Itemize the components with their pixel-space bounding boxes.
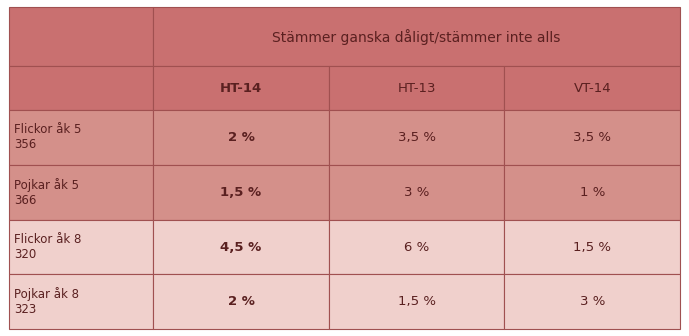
Bar: [9, 220, 153, 275]
Text: 1,5 %: 1,5 %: [220, 186, 262, 199]
Bar: [504, 110, 680, 165]
Bar: [9, 67, 153, 110]
Bar: [9, 7, 153, 67]
Text: 6 %: 6 %: [404, 241, 429, 254]
Text: 3 %: 3 %: [404, 186, 429, 199]
Bar: [9, 110, 153, 165]
Text: Pojkar åk 8
323: Pojkar åk 8 323: [14, 287, 79, 317]
Text: VT-14: VT-14: [573, 82, 611, 95]
Text: 3,5 %: 3,5 %: [398, 131, 435, 144]
Bar: [504, 67, 680, 110]
Text: HT-13: HT-13: [398, 82, 436, 95]
Bar: [9, 165, 153, 220]
Bar: [153, 7, 680, 67]
Bar: [329, 165, 504, 220]
Bar: [153, 165, 329, 220]
Text: Flickor åk 5
356: Flickor åk 5 356: [14, 123, 81, 151]
Text: 1 %: 1 %: [579, 186, 605, 199]
Bar: [153, 67, 329, 110]
Text: HT-14: HT-14: [220, 82, 263, 95]
Text: 1,5 %: 1,5 %: [398, 295, 435, 308]
Text: 2 %: 2 %: [227, 131, 254, 144]
Text: Pojkar åk 5
366: Pojkar åk 5 366: [14, 178, 79, 207]
Text: 2 %: 2 %: [227, 295, 254, 308]
Bar: [153, 110, 329, 165]
Text: Flickor åk 8
320: Flickor åk 8 320: [14, 233, 81, 261]
Bar: [329, 110, 504, 165]
Bar: [329, 67, 504, 110]
Text: 1,5 %: 1,5 %: [573, 241, 611, 254]
Bar: [329, 220, 504, 275]
Text: Stämmer ganska dåligt/stämmer inte alls: Stämmer ganska dåligt/stämmer inte alls: [272, 29, 561, 45]
Text: 3 %: 3 %: [579, 295, 605, 308]
Text: 4,5 %: 4,5 %: [220, 241, 262, 254]
Bar: [9, 275, 153, 329]
Bar: [329, 275, 504, 329]
Bar: [504, 165, 680, 220]
Text: 3,5 %: 3,5 %: [573, 131, 611, 144]
Bar: [504, 275, 680, 329]
Bar: [153, 275, 329, 329]
Bar: [153, 220, 329, 275]
Bar: [504, 220, 680, 275]
